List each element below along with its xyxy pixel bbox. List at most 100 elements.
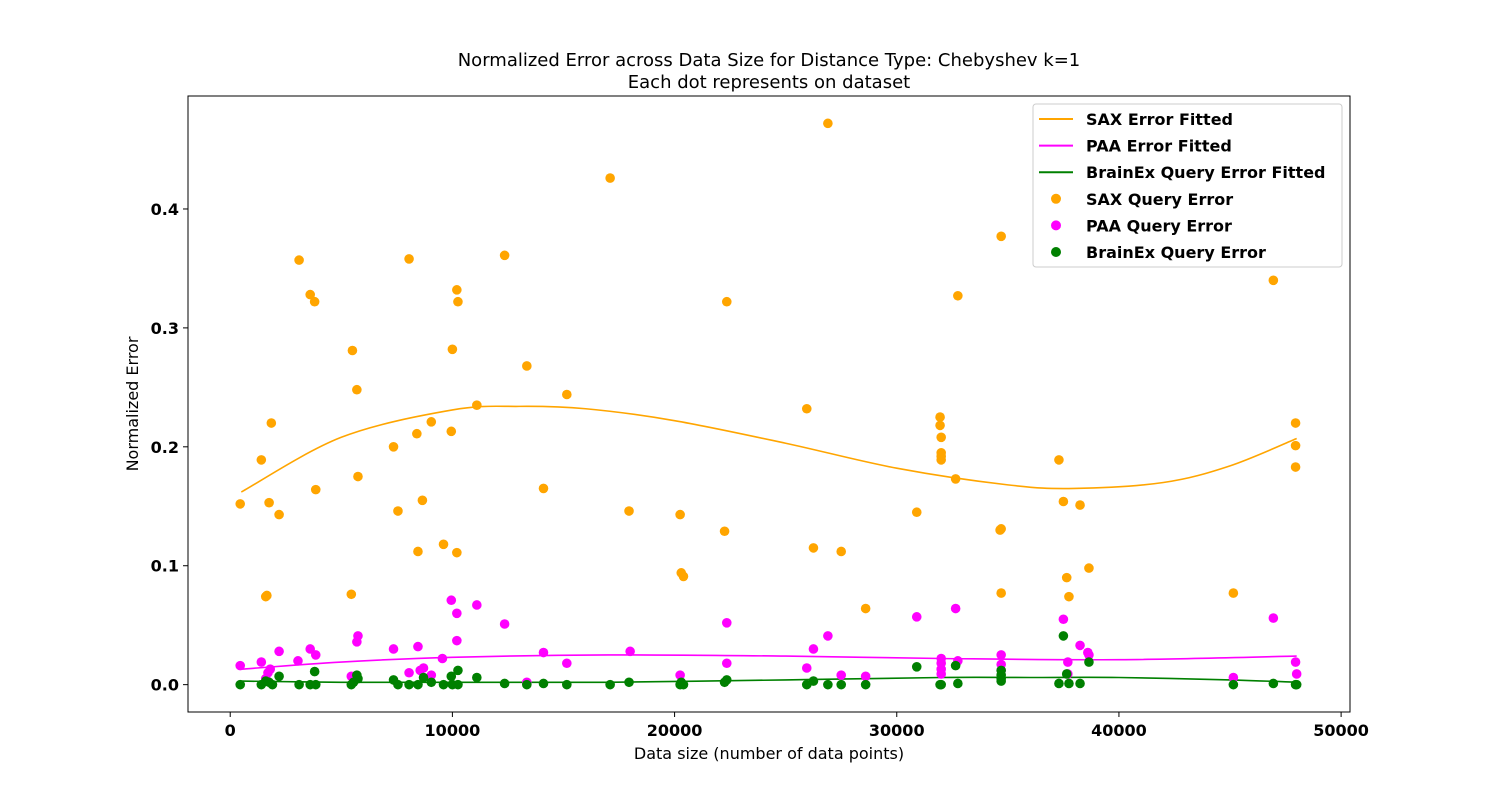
sax-error-fitted-line bbox=[240, 405, 1297, 493]
sax-query-error-point bbox=[1064, 591, 1074, 602]
paa-query-error-point bbox=[452, 635, 462, 646]
x-tick-label: 30000 bbox=[869, 721, 925, 740]
paa-error-fitted-line bbox=[241, 654, 1297, 670]
paa-query-error-point bbox=[418, 663, 429, 673]
paa-query-error-point bbox=[1228, 672, 1239, 683]
brainex-query-error-point bbox=[1084, 657, 1094, 667]
brainex-query-error-point bbox=[823, 679, 833, 690]
paa-query-error-point bbox=[388, 644, 399, 654]
sax-query-error-point bbox=[453, 296, 463, 307]
sax-query-error-point bbox=[1268, 275, 1279, 286]
paa-query-error-point bbox=[426, 670, 437, 680]
paa-query-error-point bbox=[452, 608, 462, 619]
brainex-query-error-point bbox=[353, 673, 363, 684]
paa-query-error-point bbox=[625, 646, 635, 657]
sax-query-error-point bbox=[522, 361, 532, 371]
sax-query-error-point bbox=[262, 590, 272, 601]
sax-query-error-point bbox=[417, 495, 428, 506]
legend-label: SAX Error Fitted bbox=[1086, 110, 1233, 129]
x-tick-label: 10000 bbox=[425, 721, 481, 740]
sax-query-error-point bbox=[911, 507, 922, 518]
legend-label: SAX Query Error bbox=[1086, 190, 1233, 209]
paa-query-error-point bbox=[538, 647, 549, 658]
brainex-query-error-point bbox=[235, 679, 246, 690]
x-axis-label: Data size (number of data points) bbox=[634, 744, 904, 763]
y-axis-label: Normalized Error bbox=[123, 336, 142, 471]
paa-query-error-point bbox=[293, 656, 303, 666]
sax-query-error-point bbox=[1054, 455, 1064, 465]
paa-query-error-point bbox=[801, 663, 812, 673]
brainex-query-error-point bbox=[294, 679, 304, 690]
brainex-query-error-point bbox=[911, 662, 922, 672]
sax-query-error-point bbox=[452, 285, 462, 295]
sax-query-error-point bbox=[256, 455, 267, 465]
brainex-query-error-point bbox=[453, 679, 463, 690]
paa-query-error-point bbox=[1291, 669, 1302, 679]
legend-point-swatch bbox=[1051, 220, 1061, 231]
x-tick-label: 20000 bbox=[647, 721, 703, 740]
sax-query-error-point bbox=[1084, 563, 1094, 573]
sax-query-error-point bbox=[235, 499, 246, 509]
sax-query-error-point bbox=[305, 289, 316, 300]
brainex-query-error-point bbox=[413, 679, 423, 690]
paa-query-error-point bbox=[446, 595, 457, 606]
sax-query-error-point bbox=[860, 603, 871, 614]
brainex-query-error-point bbox=[309, 666, 320, 677]
paa-query-error-point bbox=[1290, 657, 1301, 667]
sax-query-error-point bbox=[936, 455, 946, 465]
brainex-query-error-point bbox=[1291, 679, 1302, 690]
legend-point-swatch bbox=[1051, 193, 1061, 204]
sax-query-error-point bbox=[605, 173, 615, 183]
sax-query-error-point bbox=[1061, 572, 1072, 583]
brainex-query-error-point bbox=[404, 679, 414, 690]
brainex-query-error-point bbox=[996, 676, 1006, 686]
sax-query-error-point bbox=[452, 547, 462, 558]
brainex-query-error-point bbox=[860, 679, 871, 690]
brainex-query-error-point bbox=[426, 677, 437, 688]
sax-query-error-point bbox=[404, 254, 414, 264]
sax-query-error-point bbox=[950, 474, 961, 484]
x-tick-label: 50000 bbox=[1313, 721, 1369, 740]
brainex-query-error-point bbox=[936, 679, 946, 690]
paa-query-error-point bbox=[836, 670, 847, 680]
brainex-query-error-point bbox=[438, 679, 449, 690]
sax-query-error-point bbox=[1228, 588, 1239, 598]
brainex-query-error-point bbox=[605, 679, 615, 690]
paa-query-error-point bbox=[936, 669, 946, 679]
paa-query-error-point bbox=[413, 641, 423, 652]
sax-query-error-point bbox=[1058, 496, 1069, 507]
sax-query-error-point bbox=[719, 526, 730, 537]
brainex-query-error-point bbox=[562, 679, 572, 690]
x-axis-ticks: 0 10000 20000 30000 40000 50000 bbox=[225, 712, 1369, 740]
sax-query-error-point bbox=[953, 290, 963, 301]
brainex-query-error-point bbox=[1054, 678, 1064, 689]
paa-query-error-point bbox=[823, 631, 833, 641]
sax-query-error-point bbox=[438, 539, 449, 550]
x-tick-label: 40000 bbox=[1091, 721, 1147, 740]
sax-query-error-point bbox=[538, 483, 549, 494]
sax-query-error-point bbox=[309, 296, 320, 307]
paa-query-error-point bbox=[437, 653, 448, 664]
y-tick-label: 0.3 bbox=[151, 319, 179, 338]
brainex-query-error-point bbox=[1064, 678, 1074, 689]
paa-query-error-point bbox=[562, 658, 572, 669]
paa-query-error-point bbox=[256, 657, 267, 667]
sax-query-error-point bbox=[562, 389, 572, 400]
paa-query-error-point bbox=[1075, 640, 1085, 651]
brainex-query-error-point bbox=[1228, 679, 1239, 690]
brainex-query-error-point bbox=[418, 672, 429, 683]
paa-query-error-point bbox=[860, 671, 871, 682]
y-tick-label: 0.0 bbox=[151, 676, 179, 695]
sax-query-error-point bbox=[446, 426, 457, 437]
sax-query-error-point bbox=[996, 231, 1006, 242]
brainex-query-error-point bbox=[310, 679, 321, 690]
sax-query-error-point bbox=[388, 442, 399, 452]
sax-query-error-point bbox=[836, 546, 847, 557]
brainex-query-error-point bbox=[274, 671, 284, 682]
brainex-query-error-point bbox=[836, 679, 847, 690]
legend: SAX Error Fitted PAA Error Fitted BrainEx … bbox=[1032, 103, 1343, 268]
sax-query-error-point bbox=[935, 420, 945, 431]
sax-query-error-point bbox=[264, 497, 274, 508]
paa-query-error-point bbox=[310, 650, 321, 660]
paa-query-error-point bbox=[911, 612, 922, 622]
